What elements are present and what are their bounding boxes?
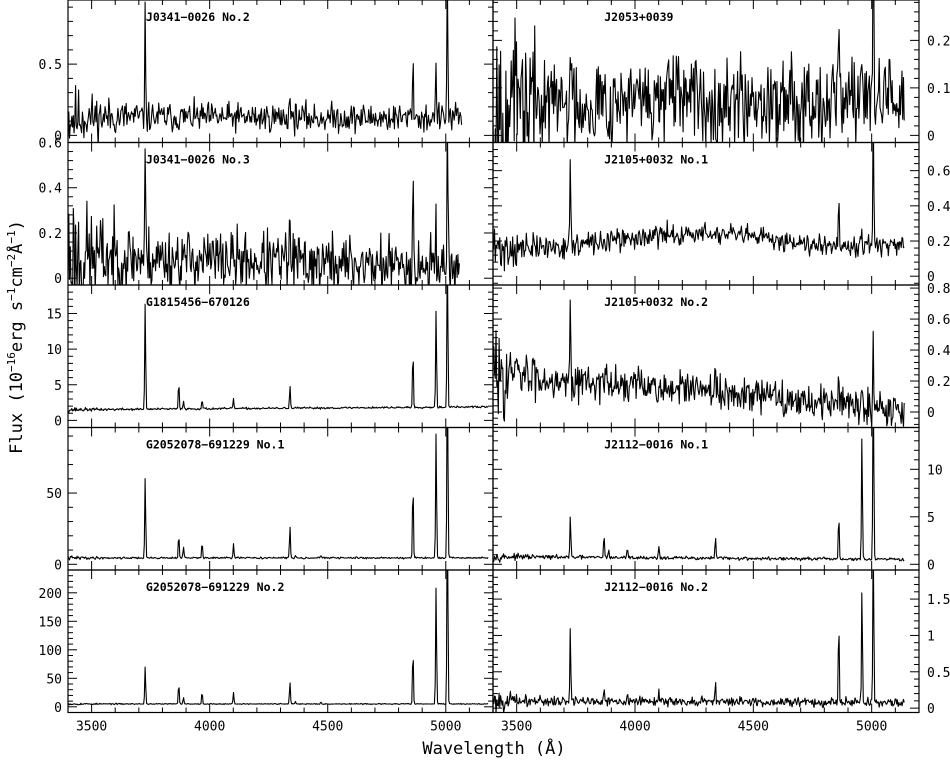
spectrum-panel: 0 50 100 150 200 G2052078−691229 No.2 3500 4000… [39, 569, 494, 735]
panel-title: J2105+0032 No.1 [604, 153, 708, 167]
spectrum-line [493, 570, 905, 713]
y-tick-label: 10 [927, 463, 943, 478]
y-tick-label: 0 [54, 701, 62, 716]
y-tick-label: 0.2 [39, 227, 62, 242]
y-tick-label: 0.2 [927, 34, 950, 49]
y-axis-label-part: erg s [7, 301, 27, 352]
y-tick-label: 0.1 [927, 82, 950, 97]
spectrum-line [493, 427, 905, 563]
x-tick-label: 4000 [194, 720, 225, 735]
spectrum-panel: 0 0.2 0.4 0.6 0.8 J2105+0032 No.2 [492, 282, 950, 429]
y-tick-label: 0.4 [927, 200, 950, 215]
y-tick-label: 0.2 [927, 375, 950, 390]
panel-title: J2112−0016 No.2 [604, 580, 708, 594]
y-tick-label: 0 [927, 406, 935, 421]
x-axis-label: Wavelength (Å) [422, 737, 565, 759]
spectrum-panel: 0 5 10 15 G1815456−670126 [46, 284, 494, 429]
x-tick-label: 4500 [312, 720, 343, 735]
y-tick-label: 0.5 [39, 58, 62, 73]
panel-title: G2052078−691229 No.2 [146, 580, 284, 594]
y-axis-label-exp: −1 [5, 230, 18, 243]
y-axis-label: Flux (10−16erg s−1cm−2Å−1) [5, 220, 27, 454]
y-tick-label: 0 [54, 558, 62, 573]
spectrum-panel: 0 0.1 0.2 J2053+0039 [492, 0, 950, 144]
y-tick-label: 0.6 [927, 165, 950, 180]
y-tick-label: 0.6 [39, 137, 62, 152]
x-tick-label: 3500 [76, 720, 107, 735]
panel-title: G1815456−670126 [146, 295, 250, 309]
spectrum-line [68, 285, 489, 414]
panel-title: G2052078−691229 No.1 [146, 438, 285, 452]
y-axis-label-part: ) [7, 220, 27, 230]
y-tick-label: 0.4 [39, 182, 63, 197]
spectrum-line [68, 570, 489, 706]
y-axis-label-part: Flux (10 [7, 372, 27, 454]
y-tick-label: 5 [927, 511, 935, 526]
y-tick-label: 50 [46, 487, 62, 502]
y-tick-label: 5 [54, 379, 62, 394]
x-tick-label: 4000 [619, 720, 650, 735]
y-tick-label: 0 [927, 702, 935, 717]
y-tick-label: 0.8 [927, 282, 950, 297]
x-tick-label: 5000 [856, 720, 887, 735]
y-tick-label: 0.4 [927, 344, 950, 359]
y-tick-label: 10 [46, 343, 62, 358]
spectrum-line [493, 299, 905, 427]
spectrum-panel: 0 50 G2052078−691229 No.1 [46, 426, 494, 573]
y-tick-label: 0.5 [927, 666, 950, 681]
y-axis-label-part: Å [5, 244, 27, 254]
y-tick-label: 0.2 [927, 235, 950, 250]
y-tick-label: 100 [39, 644, 62, 659]
spectrum-line [68, 142, 460, 285]
panel-title: J0341−0026 No.3 [146, 153, 250, 167]
spectrum-line [68, 427, 489, 561]
panel-title: J2105+0032 No.2 [604, 295, 708, 309]
y-axis-label-exp: −1 [5, 288, 18, 301]
spectrum-panel: 0 0.2 0.4 0.6 J2105+0032 No.1 [492, 141, 950, 286]
panel-title: J2053+0039 [604, 10, 673, 24]
spectrum-line [493, 0, 905, 143]
y-tick-label: 1 [927, 629, 935, 644]
spectrum-panel: 0 0.5 1 1.5 J2112−0016 No.2 3500 4000 4500 5000 [492, 569, 950, 735]
panels: 0 0.5 J0341−0026 No.2 0 0.2 0.4 0.6 J0341−0026 … [39, 0, 950, 735]
spectrum-panel: 0 0.2 0.4 0.6 J0341−0026 No.3 [39, 137, 494, 287]
x-tick-label: 3500 [501, 720, 532, 735]
y-tick-label: 15 [46, 308, 62, 323]
x-tick-label: 5000 [430, 720, 461, 735]
spectrum-panel: 0 0.5 J0341−0026 No.2 [39, 0, 494, 144]
y-tick-label: 150 [39, 615, 62, 630]
x-tick-label: 4500 [738, 720, 769, 735]
y-tick-label: 0 [927, 270, 935, 285]
y-tick-label: 1.5 [927, 593, 950, 608]
y-tick-label: 200 [39, 587, 62, 602]
y-tick-label: 0.6 [927, 313, 950, 328]
y-tick-label: 0 [54, 414, 62, 429]
spectrum-line [493, 142, 905, 272]
y-axis-label-part: cm [7, 267, 27, 287]
y-tick-label: 0 [927, 558, 935, 573]
y-tick-label: 50 [46, 672, 62, 687]
y-axis-label-exp: −2 [5, 254, 18, 267]
y-tick-label: 0 [54, 129, 62, 144]
y-tick-label: 0 [54, 272, 62, 287]
y-tick-label: 0 [927, 129, 935, 144]
panel-frame [67, 284, 494, 429]
y-axis-label-exp: −16 [5, 352, 18, 372]
panel-title: J0341−0026 No.2 [146, 10, 250, 24]
spectrum-line [68, 0, 463, 143]
panel-title: J2112−0016 No.1 [604, 438, 708, 452]
